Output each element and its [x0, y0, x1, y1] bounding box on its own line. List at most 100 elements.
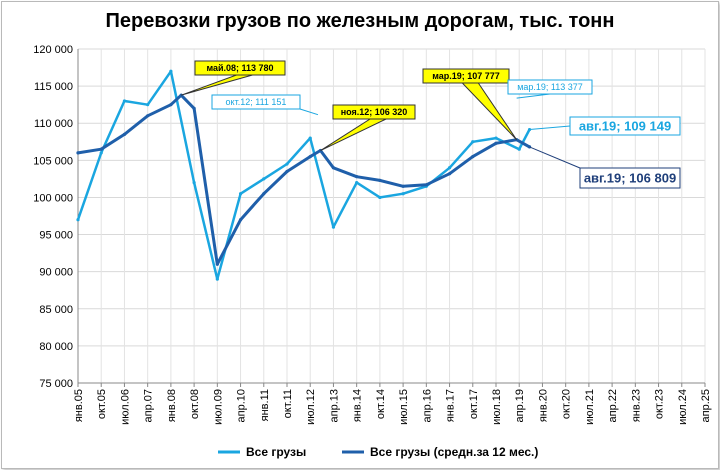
data-point-all-cargo — [76, 218, 80, 222]
data-point-12m-average — [471, 155, 475, 159]
y-tick-label: 120 000 — [33, 44, 73, 56]
chart-title: Перевозки грузов по железным дорогам, ты… — [105, 10, 615, 32]
data-point-12m-average — [238, 218, 243, 222]
data-point-all-cargo — [192, 181, 196, 185]
callout-leader-line — [516, 93, 551, 99]
x-tick-label: июл.15 — [398, 389, 410, 425]
x-tick-label: окт.17 — [468, 389, 480, 419]
series-line-12m-average — [76, 93, 531, 266]
callout-leader-line — [529, 146, 581, 169]
data-point-12m-average — [378, 178, 382, 182]
data-point-12m-average — [192, 106, 196, 110]
y-tick-label: 100 000 — [33, 192, 73, 204]
callout-label: авг.19; 106 809 — [584, 171, 676, 186]
data-point-all-cargo — [447, 166, 452, 170]
data-point-12m-average — [308, 155, 312, 159]
x-tick-label: окт.05 — [96, 389, 108, 419]
callout-leader-line — [299, 108, 319, 116]
data-point-all-cargo — [99, 151, 103, 155]
data-point-all-cargo — [331, 225, 336, 229]
data-point-all-cargo — [122, 99, 127, 103]
data-point-all-cargo — [308, 136, 312, 140]
data-point-12m-average — [99, 147, 103, 151]
x-tick-label: окт.23 — [654, 389, 666, 419]
callout-pointer — [320, 118, 387, 151]
callout-leader-line — [529, 125, 571, 131]
callout-label: окт.12; 111 151 — [226, 97, 287, 107]
callout-box — [194, 60, 286, 76]
x-tick-label: июл.09 — [212, 389, 224, 425]
data-point-12m-average — [355, 175, 359, 179]
x-tick-label: апр.13 — [328, 389, 340, 422]
callout-box — [569, 116, 681, 136]
x-tick-label: янв.17 — [445, 389, 457, 422]
data-point-all-cargo — [146, 103, 150, 107]
callout-box — [211, 94, 301, 110]
data-point-12m-average — [215, 262, 219, 266]
callout-label: май.08; 113 780 — [206, 63, 273, 73]
x-tick-label: июл.24 — [677, 389, 689, 425]
callout-label: авг.19; 109 149 — [579, 119, 671, 134]
data-point-all-cargo — [238, 192, 243, 196]
x-tick-label: июл.18 — [491, 389, 503, 425]
series-lines — [76, 69, 532, 281]
x-tick-label: апр.22 — [607, 389, 619, 422]
annotations: май.08; 113 780 ноя.12; 106 320 мар.19; 10… — [181, 60, 681, 189]
data-point-12m-average — [169, 103, 173, 107]
x-tick-label: июл.12 — [305, 389, 317, 425]
data-point-all-cargo — [262, 177, 266, 181]
y-tick-label: 105 000 — [33, 155, 73, 167]
y-tick-label: 115 000 — [34, 81, 73, 93]
data-point-all-cargo — [471, 140, 475, 144]
axes: 75 000 80 000 85 000 90 000 95 000 100 000 105… — [33, 44, 712, 425]
y-tick-label: 110 000 — [34, 118, 73, 130]
x-tick-label: янв.11 — [259, 389, 271, 421]
data-point-12m-average — [447, 172, 452, 176]
data-point-all-cargo — [378, 195, 382, 200]
x-tick-label: апр.07 — [143, 389, 155, 422]
x-tick-label: апр.10 — [236, 389, 248, 422]
legend-label: Все грузы (средн.за 12 мес.) — [370, 445, 538, 459]
x-tick-label: янв.23 — [630, 389, 642, 422]
data-point-all-cargo — [355, 181, 359, 185]
x-tick-label: окт.11 — [282, 389, 294, 418]
data-point-12m-average — [122, 132, 127, 136]
callout-box — [507, 79, 593, 95]
legend-label: Все грузы — [246, 445, 306, 459]
series-line-all-cargo — [76, 70, 531, 281]
x-tick-label: янв.08 — [166, 389, 178, 422]
y-tick-label: 75 000 — [39, 378, 73, 390]
data-point-all-cargo — [401, 192, 405, 196]
data-point-12m-average — [331, 166, 336, 170]
data-point-all-cargo — [215, 277, 219, 281]
data-point-all-cargo — [285, 162, 289, 166]
x-tick-label: янв.14 — [352, 389, 364, 422]
x-tick-label: окт.14 — [375, 389, 387, 419]
y-tick-label: 80 000 — [39, 341, 73, 353]
callout-label: мар.19; 113 377 — [517, 82, 583, 92]
callout-box — [332, 104, 416, 120]
data-point-all-cargo — [169, 69, 173, 73]
data-point-all-cargo — [494, 136, 498, 140]
y-tick-label: 85 000 — [39, 304, 73, 316]
grid-lines — [77, 48, 706, 384]
data-point-12m-average — [262, 192, 266, 196]
callout-label: ноя.12; 106 320 — [341, 107, 408, 117]
data-point-all-cargo — [517, 147, 521, 151]
data-point-12m-average — [401, 184, 405, 188]
callout-box — [422, 68, 510, 84]
x-tick-label: апр.25 — [700, 389, 712, 422]
data-point-12m-average — [285, 169, 289, 174]
callout-label: мар.19; 107 777 — [432, 71, 500, 81]
y-tick-label: 90 000 — [39, 267, 73, 279]
y-tick-label: 95 000 — [39, 230, 73, 242]
x-tick-label: окт.08 — [189, 389, 201, 419]
x-tick-label: окт.20 — [561, 389, 573, 419]
legend: Все грузы Все грузы (средн.за 12 мес.) — [218, 445, 538, 459]
x-tick-label: апр.16 — [421, 389, 433, 422]
x-tick-label: янв.05 — [73, 389, 85, 422]
x-tick-label: июл.21 — [584, 389, 596, 425]
data-point-12m-average — [76, 151, 80, 155]
callout-box — [579, 167, 681, 189]
